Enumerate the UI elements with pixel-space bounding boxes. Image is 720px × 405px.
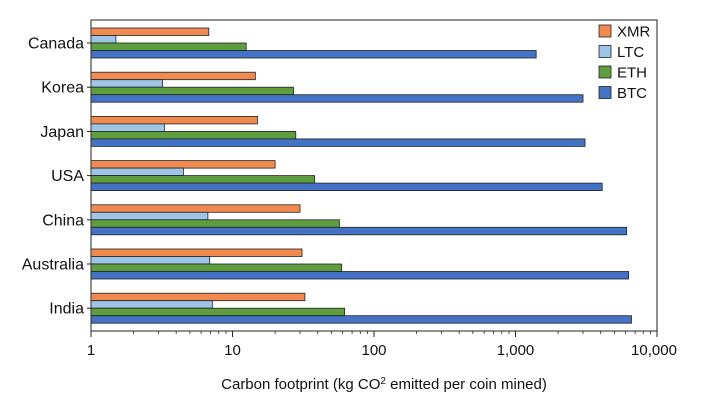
bar-japan-eth (90, 130, 297, 140)
category-labels: Canada Korea Japan USA China Australia India (22, 36, 91, 318)
legend-swatch-xmr (598, 24, 612, 38)
bar-korea-xmr (90, 71, 256, 81)
bar-australia-ltc (90, 256, 211, 265)
category-label-china: China (42, 212, 84, 229)
legend: XMR LTC ETH BTC (598, 24, 651, 102)
category-label-india: India (49, 301, 84, 318)
bar-korea-ltc (90, 79, 163, 88)
legend-label-ltc: LTC (617, 44, 644, 61)
category-label-usa: USA (51, 168, 84, 185)
bar-usa-eth (90, 175, 315, 184)
x-tick-label: 10 (224, 342, 241, 359)
bar-india-btc (90, 315, 632, 324)
category-label-australia: Australia (22, 257, 84, 274)
legend-label-xmr: XMR (617, 24, 651, 41)
bar-china-btc (90, 226, 628, 236)
bar-korea-btc (90, 94, 584, 103)
bar-canada-btc (90, 50, 537, 59)
legend-swatch-eth (598, 65, 612, 79)
x-axis-ticks: 1 10 100 1,000 10,000 (87, 331, 677, 359)
bars-group (90, 27, 632, 324)
bar-japan-btc (90, 138, 586, 147)
bar-usa-xmr (90, 160, 276, 169)
bar-india-xmr (90, 292, 306, 302)
bar-china-ltc (90, 211, 209, 221)
bar-korea-eth (90, 86, 294, 96)
bar-canada-xmr (90, 27, 210, 36)
x-axis-title-rest: emitted per coin mined) (386, 376, 547, 393)
bar-japan-ltc (90, 123, 165, 132)
x-axis-title-main: Carbon footprint (kg CO (221, 376, 380, 393)
bar-usa-btc (90, 182, 603, 192)
bar-canada-eth (90, 42, 247, 51)
bar-india-ltc (90, 300, 213, 309)
bar-australia-xmr (90, 248, 303, 257)
legend-swatch-btc (598, 86, 612, 99)
category-label-canada: Canada (28, 36, 84, 53)
x-axis-title-superscript: 2 (380, 376, 386, 387)
legend-swatch-ltc (598, 45, 612, 58)
bar-usa-ltc (90, 167, 184, 177)
bar-china-xmr (90, 204, 301, 213)
legend-label-btc: BTC (617, 85, 647, 102)
category-label-japan: Japan (40, 124, 84, 141)
category-label-korea: Korea (41, 80, 84, 97)
x-tick-label: 1 (87, 342, 95, 359)
x-tick-label: 10,000 (631, 342, 677, 359)
bar-australia-eth (90, 263, 342, 272)
bar-japan-xmr (90, 116, 258, 125)
bar-canada-ltc (90, 35, 117, 44)
x-tick-label: 1,000 (497, 342, 535, 359)
x-tick-label: 100 (361, 342, 386, 359)
bar-australia-btc (90, 271, 630, 280)
x-axis-title: Carbon footprint (kg CO2 emitted per coi… (221, 376, 547, 394)
bar-india-eth (90, 307, 346, 317)
legend-label-eth: ETH (617, 65, 647, 82)
bar-china-eth (90, 219, 340, 228)
